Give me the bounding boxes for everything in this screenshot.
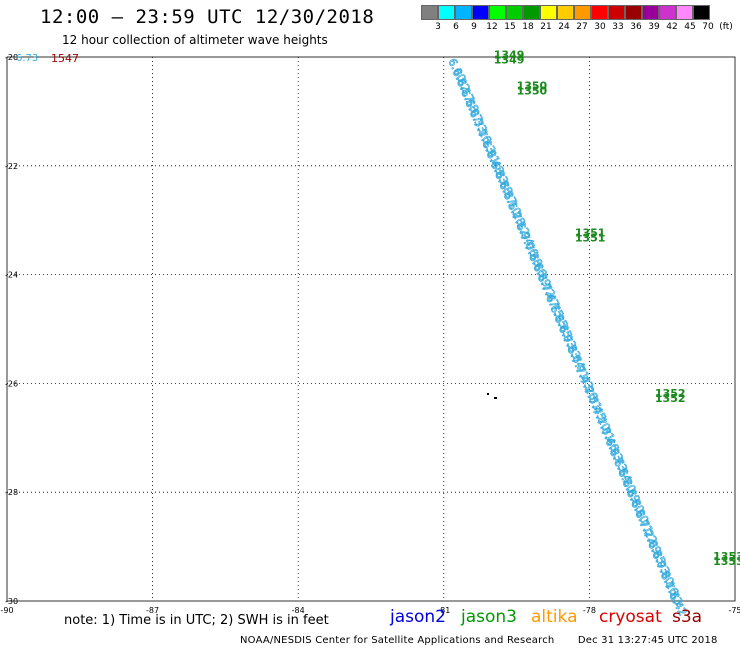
map-plot: -90 -87 -84 -81 -78 -75-20-22-24-26-28-306.00… xyxy=(0,49,740,619)
footer: NOAA/NESDIS Center for Satellite Applica… xyxy=(240,635,718,646)
y-tick-label: -26 xyxy=(5,379,18,388)
legend-label: 3 xyxy=(435,22,441,32)
page-subtitle: 12 hour collection of altimeter wave hei… xyxy=(62,33,328,47)
legend-label: 39 xyxy=(648,22,660,32)
x-tick-label: -84 xyxy=(292,606,305,615)
pass-time-label: 1353 xyxy=(713,550,740,563)
legend-label: 9 xyxy=(471,22,477,32)
pass-time-label: 1353 xyxy=(713,555,740,568)
legend-swatch xyxy=(421,5,438,20)
pass-time-label: 1349 xyxy=(494,49,525,62)
x-tick-label: -87 xyxy=(146,606,159,615)
pass-time-label: 1351 xyxy=(575,232,606,245)
legend-swatch xyxy=(472,5,489,20)
island-mark xyxy=(494,397,497,399)
pass-time-label: 1351 xyxy=(575,227,606,240)
legend-swatch xyxy=(693,5,710,20)
legend-swatch xyxy=(659,5,676,20)
legend-label: 21 xyxy=(540,22,552,32)
legend-swatch xyxy=(523,5,540,20)
note-text: note: 1) Time is in UTC; 2) SWH is in fe… xyxy=(64,613,329,628)
y-tick-label: -24 xyxy=(5,271,18,280)
legend-swatch xyxy=(676,5,693,20)
legend-label: 27 xyxy=(576,22,588,32)
footer-credit: NOAA/NESDIS Center for Satellite Applica… xyxy=(240,635,555,646)
legend-label: 36 xyxy=(630,22,642,32)
pass-time-label: 1352 xyxy=(655,392,686,405)
pass-time-label: 1350 xyxy=(517,85,548,98)
legend-swatch xyxy=(455,5,472,20)
legend-label: 15 xyxy=(504,22,516,32)
footer-timestamp: Dec 31 13:27:45 UTC 2018 xyxy=(577,635,718,646)
legend-label: 12 xyxy=(486,22,498,32)
legend-label: 18 xyxy=(522,22,534,32)
pass-time-label: 1352 xyxy=(655,387,686,400)
satellite-s3a: s3a xyxy=(672,607,703,627)
legend-swatch xyxy=(574,5,591,20)
legend-swatch xyxy=(489,5,506,20)
satellite-jason3: jason3 xyxy=(461,607,517,627)
x-tick-label: -81 xyxy=(437,606,450,615)
color-legend: 3 6 9 12 15 18 21 24 27 30 33 36 39 42 45 70 (ft) xyxy=(421,5,733,37)
legend-swatch xyxy=(438,5,455,20)
legend-color-boxes xyxy=(421,5,728,20)
edge-pass-time: 1547 xyxy=(51,52,79,65)
edge-track-value: 6.73 xyxy=(16,53,38,64)
legend-swatch xyxy=(608,5,625,20)
satellite-altika: altika xyxy=(531,607,578,627)
legend-label: 42 xyxy=(666,22,678,32)
legend-swatch xyxy=(625,5,642,20)
wave-height-map: -90 -87 -84 -81 -78 -75 -20 -22 -24 -26 -28 -30 6.00… xyxy=(0,49,740,619)
x-tick-label: -78 xyxy=(583,606,596,615)
satellite-jason2: jason2 xyxy=(390,607,446,627)
legend-swatch xyxy=(591,5,608,20)
legend-swatch xyxy=(557,5,574,20)
legend-label: 30 xyxy=(594,22,606,32)
y-tick-label: -30 xyxy=(5,597,18,606)
x-tick-label: -75 xyxy=(728,606,740,615)
legend-label: 70 xyxy=(702,22,714,32)
pass-time-label: 1350 xyxy=(517,80,548,93)
legend-swatch xyxy=(642,5,659,20)
y-tick-label: -20 xyxy=(5,53,18,62)
legend-label: 6 xyxy=(453,22,459,32)
y-tick-label: -28 xyxy=(5,488,18,497)
legend-label: (ft) xyxy=(719,22,733,32)
pass-time-label: 1349 xyxy=(494,54,525,67)
page-title: 12:00 – 23:59 UTC 12/30/2018 xyxy=(40,6,375,28)
legend-label: 24 xyxy=(558,22,570,32)
legend-swatch xyxy=(506,5,523,20)
island-mark xyxy=(487,393,489,395)
legend-labels: 3 6 9 12 15 18 21 24 27 30 33 36 39 42 45 70 (ft) xyxy=(421,20,733,34)
x-tick-label: -90 xyxy=(0,606,13,615)
legend-swatch xyxy=(540,5,557,20)
legend-label: 33 xyxy=(612,22,624,32)
legend-label: 45 xyxy=(684,22,696,32)
y-tick-label: -22 xyxy=(5,162,18,171)
satellite-cryosat: cryosat xyxy=(599,607,662,627)
map-frame xyxy=(6,56,736,602)
